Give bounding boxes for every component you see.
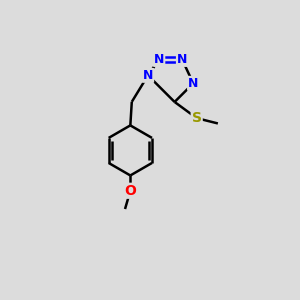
- Text: N: N: [154, 53, 164, 66]
- Text: N: N: [143, 69, 153, 82]
- Text: N: N: [188, 77, 198, 90]
- Text: N: N: [177, 53, 187, 66]
- Text: S: S: [192, 111, 202, 125]
- Text: O: O: [124, 184, 136, 198]
